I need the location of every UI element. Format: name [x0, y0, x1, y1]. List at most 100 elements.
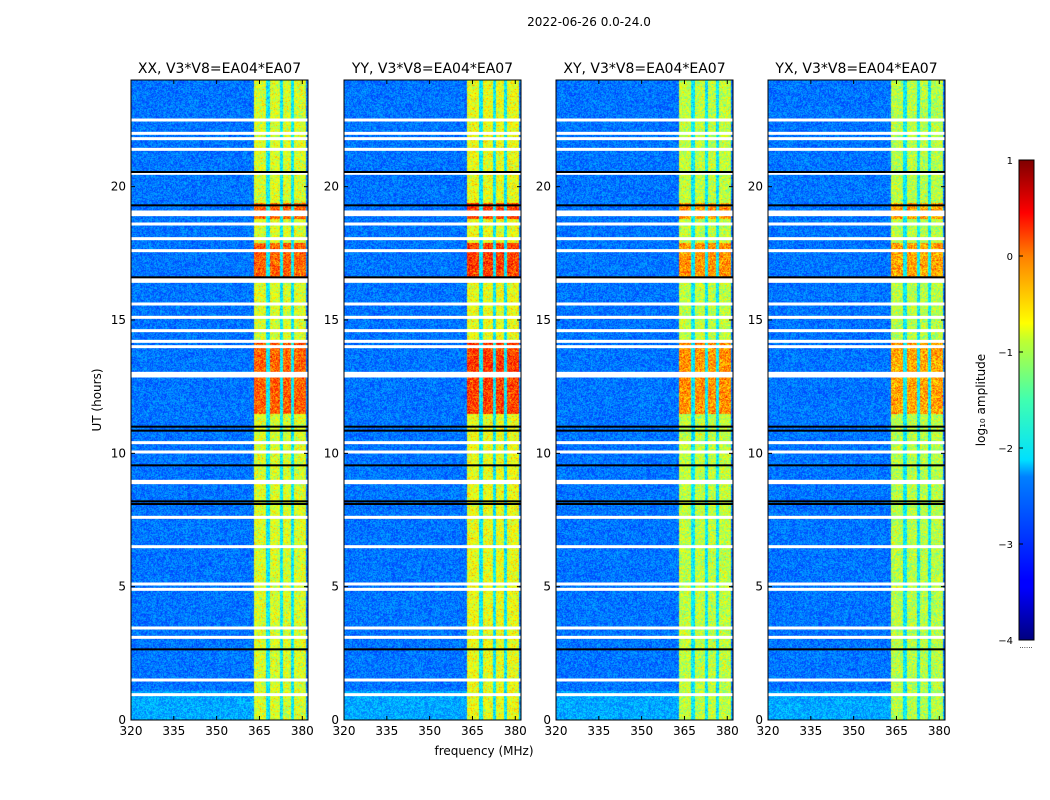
- x-tick-label: 380: [291, 724, 314, 738]
- panel-title: XY, V3*V8=EA04*EA07: [563, 61, 725, 77]
- flag-row-white: [768, 222, 945, 226]
- flag-row-black: [344, 648, 521, 651]
- y-tick-label: 0: [543, 713, 551, 727]
- flag-row-white: [131, 515, 308, 519]
- colorbar: 1 0 −1 −2 −3 −4 log₁₀ amplitude ......: [974, 156, 1035, 650]
- y-tick-label: 10: [536, 446, 551, 460]
- colorbar-tick-label: −2: [998, 444, 1013, 455]
- flag-row-white: [768, 315, 945, 319]
- flag-row-white: [344, 213, 521, 217]
- panel-frame: [130, 79, 309, 721]
- flag-row-white: [131, 450, 308, 454]
- heatmap-image: [344, 80, 521, 720]
- flag-row-white: [768, 277, 945, 281]
- y-tick-label: 15: [111, 313, 126, 327]
- flag-row-white: [344, 249, 521, 253]
- flag-row-white: [131, 249, 308, 253]
- flag-row-black: [768, 429, 945, 432]
- y-tick-label: 5: [331, 580, 339, 594]
- flag-row-white: [131, 626, 308, 630]
- flag-row-black: [768, 464, 945, 467]
- flag-row-black: [344, 503, 521, 505]
- x-tick-label: 350: [418, 724, 441, 738]
- y-tick-label: 15: [536, 313, 551, 327]
- flag-row-white: [556, 147, 733, 151]
- colorbar-tick-label: 0: [1007, 252, 1013, 263]
- flag-row-black: [556, 429, 733, 432]
- flag-row-white: [768, 678, 945, 682]
- flag-row-black: [556, 276, 733, 279]
- panel-title: YX, V3*V8=EA04*EA07: [774, 61, 937, 77]
- x-tick-label: 365: [461, 724, 484, 738]
- flag-row-white: [344, 315, 521, 319]
- flag-row-white: [768, 118, 945, 122]
- flag-row-white: [768, 515, 945, 519]
- flag-row-white: [768, 635, 945, 639]
- flag-row-white: [768, 345, 945, 349]
- flag-row-black: [768, 171, 945, 173]
- x-tick-label: 365: [673, 724, 696, 738]
- flag-row-white: [556, 515, 733, 519]
- flag-row-white: [556, 237, 733, 241]
- colorbar-ticks: 1 0 −1 −2 −3 −4: [998, 156, 1023, 647]
- flag-row-white: [768, 582, 945, 586]
- flag-row-white: [344, 329, 521, 333]
- x-tick-label: 335: [587, 724, 610, 738]
- flag-row-black: [344, 500, 521, 503]
- flag-row-black: [131, 171, 308, 173]
- y-tick-label: 15: [324, 313, 339, 327]
- flag-row-black: [131, 648, 308, 651]
- flag-row-white: [344, 147, 521, 151]
- colorbar-tick-label: −4: [998, 636, 1013, 647]
- flag-row-white: [768, 210, 945, 214]
- flag-row-white: [768, 329, 945, 333]
- flag-row-black: [556, 500, 733, 503]
- colorbar-tick-label: −3: [998, 540, 1013, 551]
- heatmap-image: [768, 80, 945, 720]
- flag-row-white: [556, 587, 733, 591]
- flag-row-white: [556, 371, 733, 375]
- flag-row-black: [556, 464, 733, 467]
- flag-row-white: [768, 213, 945, 217]
- flag-row-white: [131, 545, 308, 549]
- flag-row-white: [131, 118, 308, 122]
- flag-row-white: [556, 626, 733, 630]
- flag-row-white: [131, 678, 308, 682]
- x-tick-label: 320: [545, 724, 568, 738]
- flag-row-white: [768, 302, 945, 306]
- flag-row-white: [768, 171, 945, 175]
- flag-row-white: [344, 635, 521, 639]
- heatmap-image: [556, 80, 733, 720]
- x-tick-label: 320: [757, 724, 780, 738]
- y-tick-label: 5: [755, 580, 763, 594]
- flag-row-white: [344, 118, 521, 122]
- flag-row-white: [344, 626, 521, 630]
- flag-row-black: [131, 464, 308, 467]
- y-tick-label: 0: [331, 713, 339, 727]
- flag-row-white: [556, 249, 733, 253]
- panel-frame: [343, 79, 522, 721]
- panel-3: YX, V3*V8=EA04*EA07 320 335 350 365 380 0 5 10 15…: [748, 61, 951, 738]
- flag-row-white: [556, 118, 733, 122]
- flag-row-white: [768, 545, 945, 549]
- flag-row-black: [344, 425, 521, 428]
- flag-row-white: [768, 693, 945, 697]
- flag-row-black: [556, 425, 733, 428]
- flag-row-white: [131, 302, 308, 306]
- flag-row-white: [131, 582, 308, 586]
- flag-row-white: [768, 249, 945, 253]
- flag-row-white: [131, 210, 308, 214]
- flag-row-white: [768, 450, 945, 454]
- panel-frame: [555, 79, 734, 721]
- flag-row-white: [131, 131, 308, 135]
- flag-row-white: [344, 693, 521, 697]
- flag-row-white: [131, 479, 308, 483]
- flag-row-white: [768, 279, 945, 283]
- y-tick-label: 5: [118, 580, 126, 594]
- flag-row-black: [131, 500, 308, 503]
- flag-row-black: [768, 500, 945, 503]
- y-tick-label: 15: [748, 313, 763, 327]
- flag-row-white: [344, 678, 521, 682]
- flag-row-black: [768, 276, 945, 279]
